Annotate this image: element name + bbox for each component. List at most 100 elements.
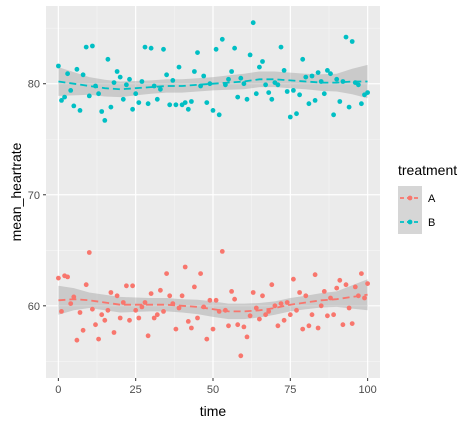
point-b <box>226 76 231 82</box>
point-b <box>216 112 222 118</box>
point-b <box>102 118 108 123</box>
point-b <box>65 71 70 77</box>
point-a <box>142 300 148 305</box>
point-a <box>167 293 173 299</box>
point-a <box>263 312 268 318</box>
point-a <box>281 317 287 323</box>
point-b <box>108 104 114 110</box>
point-b <box>207 81 213 87</box>
point-b <box>86 93 92 99</box>
x-tick-label: 75 <box>284 384 296 396</box>
point-a <box>56 275 61 281</box>
point-b <box>99 109 105 114</box>
point-b <box>173 102 179 108</box>
point-b <box>253 91 259 97</box>
y-tick-label: 60 <box>28 301 40 313</box>
point-b <box>263 82 268 88</box>
point-a <box>229 289 235 294</box>
point-b <box>331 112 336 118</box>
point-a <box>352 284 358 290</box>
point-b <box>161 46 166 52</box>
point-a <box>161 309 166 314</box>
point-a <box>343 282 349 288</box>
point-b <box>297 92 302 98</box>
point-a <box>65 274 70 280</box>
point-a <box>325 313 330 319</box>
point-a <box>68 301 74 306</box>
point-a <box>297 290 302 295</box>
point-a <box>117 315 123 321</box>
point-b <box>210 108 216 113</box>
point-b <box>154 96 160 102</box>
point-a <box>114 293 120 299</box>
point-a <box>291 276 296 282</box>
point-b <box>219 36 225 42</box>
point-a <box>365 281 370 286</box>
point-a <box>74 337 80 343</box>
x-tick-label: 50 <box>207 384 219 396</box>
x-axis-title: time <box>200 403 227 419</box>
point-a <box>189 325 194 331</box>
point-b <box>77 108 83 113</box>
point-b <box>127 76 132 82</box>
point-a <box>232 296 238 302</box>
point-a <box>331 312 336 318</box>
point-b <box>59 98 64 103</box>
point-b <box>201 73 207 79</box>
point-a <box>90 306 95 312</box>
point-b <box>148 45 154 51</box>
point-b <box>189 99 194 104</box>
point-b <box>68 88 74 93</box>
point-b <box>80 72 86 78</box>
x-tick-label: 100 <box>358 384 376 396</box>
trend-line-b <box>58 78 368 91</box>
point-b <box>120 96 126 102</box>
point-b <box>337 99 343 104</box>
point-b <box>204 100 210 105</box>
point-a <box>158 287 163 293</box>
point-b <box>346 104 352 110</box>
point-a <box>300 326 306 332</box>
point-a <box>207 297 213 303</box>
point-a <box>318 303 324 309</box>
point-a <box>192 284 197 290</box>
point-b <box>117 74 123 80</box>
point-b <box>83 44 89 50</box>
point-b <box>158 86 163 92</box>
point-a <box>182 264 188 270</box>
legend-label-a: A <box>428 193 436 205</box>
point-a <box>80 327 86 333</box>
point-a <box>151 315 157 321</box>
point-a <box>235 322 241 328</box>
point-a <box>306 323 312 329</box>
point-a <box>176 305 182 311</box>
point-a <box>133 307 139 313</box>
point-b <box>96 91 101 97</box>
point-a <box>213 297 219 303</box>
point-b <box>136 100 142 105</box>
point-a <box>219 249 225 254</box>
point-b <box>192 69 197 74</box>
point-a <box>210 326 216 332</box>
point-a <box>260 293 265 299</box>
point-a <box>321 289 327 294</box>
point-b <box>325 68 330 73</box>
point-a <box>294 307 299 313</box>
point-a <box>77 310 83 315</box>
point-b <box>250 20 256 26</box>
legend-point-a <box>407 195 413 201</box>
trend-line-a <box>58 293 368 313</box>
point-b <box>133 91 139 97</box>
point-b <box>315 70 321 75</box>
point-b <box>238 75 244 81</box>
point-b <box>139 79 145 84</box>
axes: 0 25 50 75 100 60 70 80 <box>28 79 377 396</box>
point-b <box>124 82 129 88</box>
point-b <box>300 56 306 62</box>
point-a <box>272 303 278 309</box>
point-b <box>170 78 176 83</box>
point-b <box>266 90 272 95</box>
point-a <box>179 293 185 299</box>
point-b <box>235 94 241 100</box>
